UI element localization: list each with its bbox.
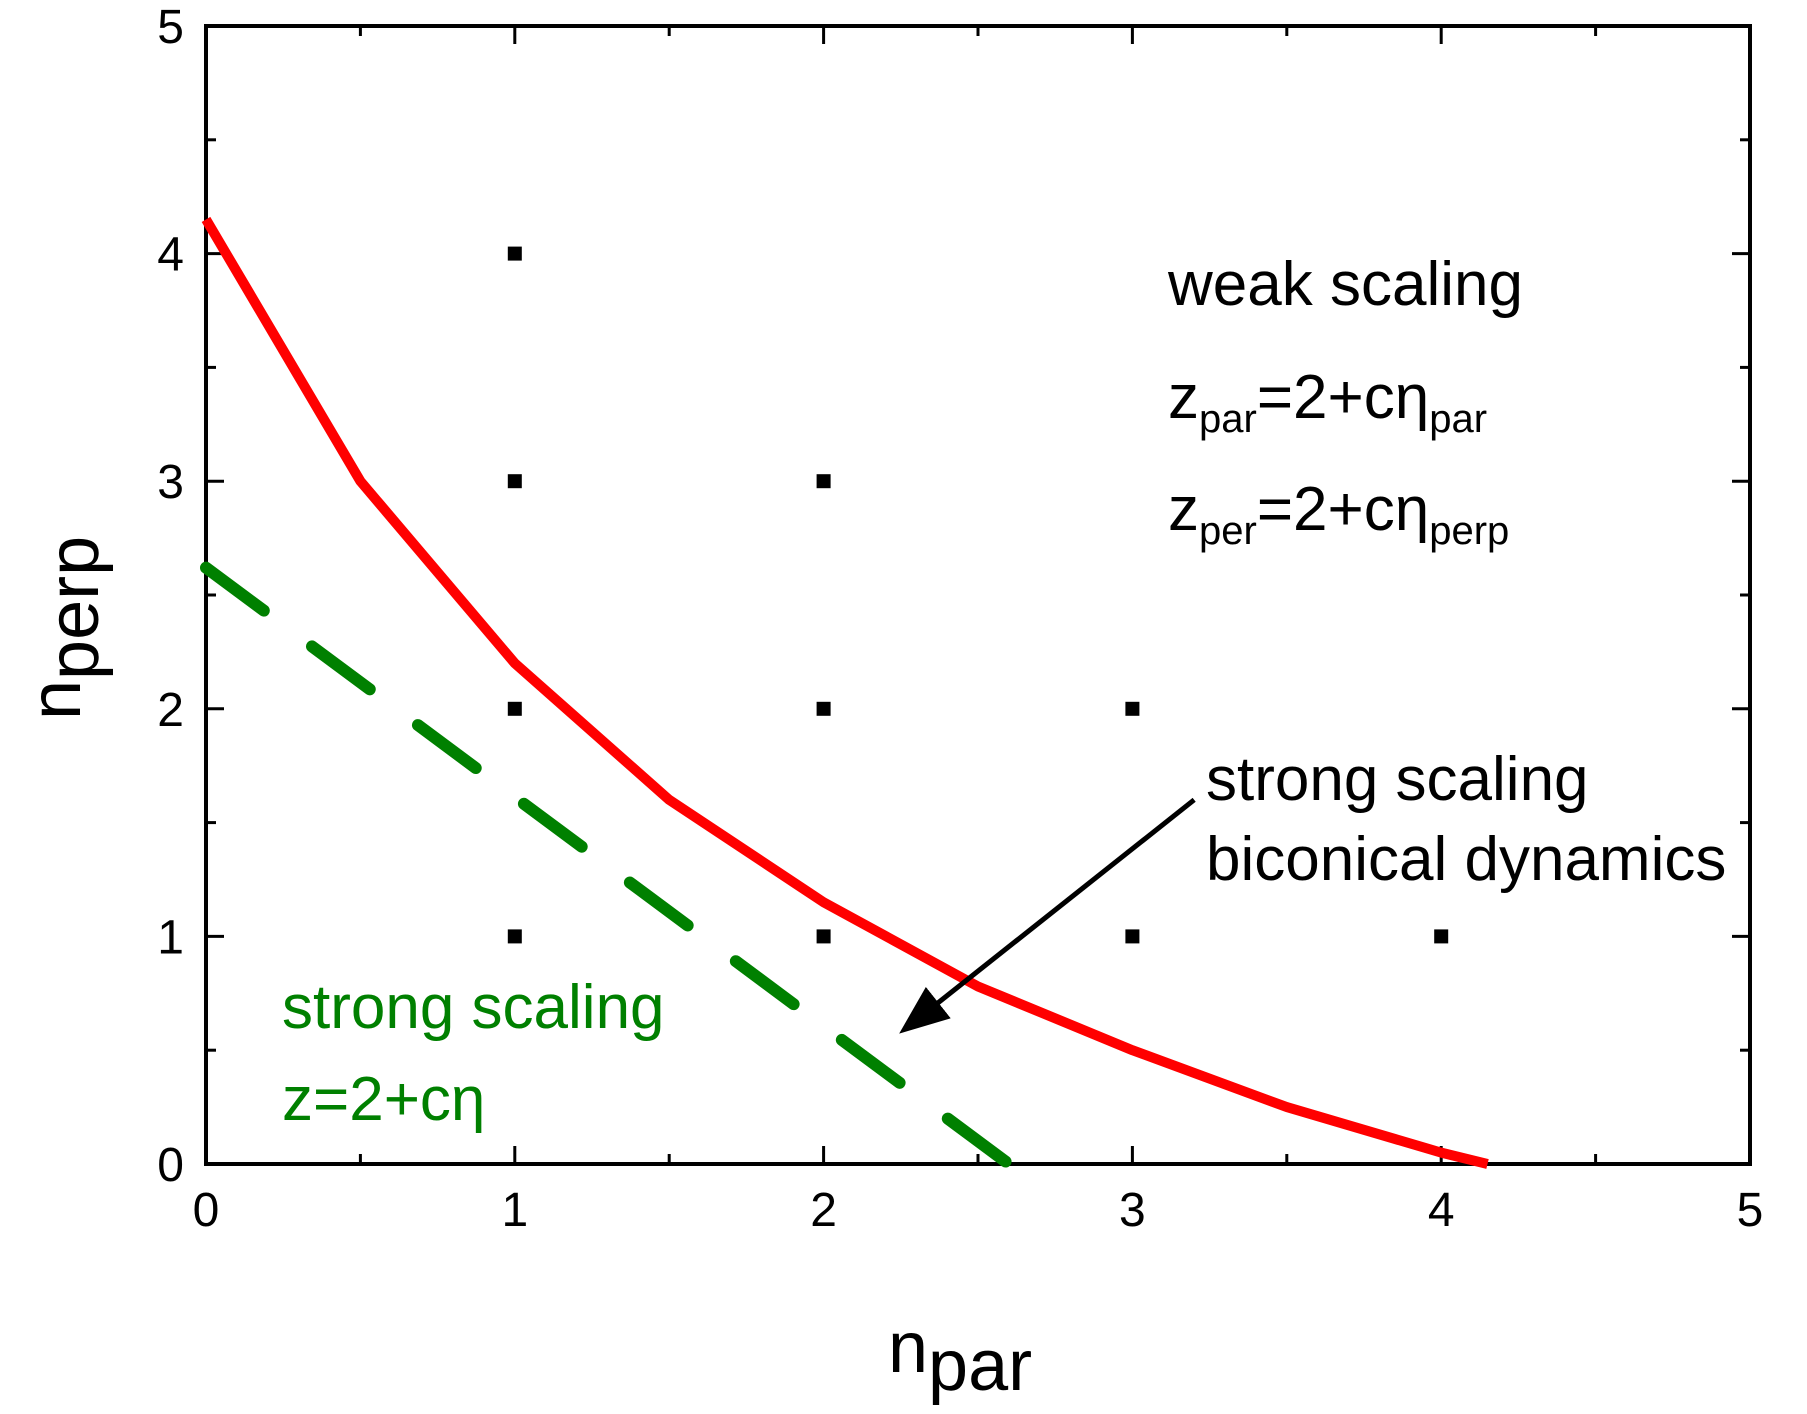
data-point [816, 701, 831, 716]
annotation-green-line2: z=2+cη [282, 1065, 485, 1134]
series-group [200, 216, 1489, 1170]
y-tick-label: 3 [157, 456, 184, 509]
tick-labels: 0 1 2 3 4 5 0 1 2 3 4 5 [157, 1, 1763, 1237]
y-tick-label: 5 [157, 1, 184, 54]
data-point [816, 474, 831, 489]
data-point [507, 246, 522, 261]
annotation-green-line1: strong scaling [282, 973, 665, 1042]
y-tick-label: 2 [157, 684, 184, 737]
x-tick-label: 1 [501, 1184, 528, 1237]
y-tick-label: 4 [157, 229, 184, 282]
data-point [507, 701, 522, 716]
series-line-solid [201, 216, 1489, 1169]
annotation-strong-line1: strong scaling [1206, 745, 1589, 814]
data-point [507, 474, 522, 489]
x-tick-label: 2 [810, 1184, 837, 1237]
annotation-weak-title: weak scaling [1167, 250, 1523, 319]
y-axis-title: nperp [16, 536, 114, 720]
x-tick-label: 0 [193, 1184, 220, 1237]
y-tick-label: 0 [157, 1139, 184, 1192]
x-tick-label: 4 [1428, 1184, 1455, 1237]
x-tick-label: 3 [1119, 1184, 1146, 1237]
x-tick-label: 5 [1737, 1184, 1764, 1237]
data-point [1125, 701, 1140, 716]
x-axis-title: npar [888, 1308, 1032, 1406]
data-point [816, 929, 831, 944]
y-tick-label: 1 [157, 911, 184, 964]
annotation-arrow [899, 797, 1196, 1034]
data-point [507, 929, 522, 944]
series-line-dashed [200, 561, 1015, 1170]
points-group [507, 246, 1449, 944]
data-point [1125, 929, 1140, 944]
annotation-weak-zpar: zpar=2+cηpar [1168, 363, 1487, 441]
data-point [1434, 929, 1449, 944]
annotation-weak-zper: zper=2+cηperp [1168, 475, 1509, 553]
ticks [204, 24, 1752, 1166]
annotation-strong-line2: biconical dynamics [1206, 825, 1726, 894]
